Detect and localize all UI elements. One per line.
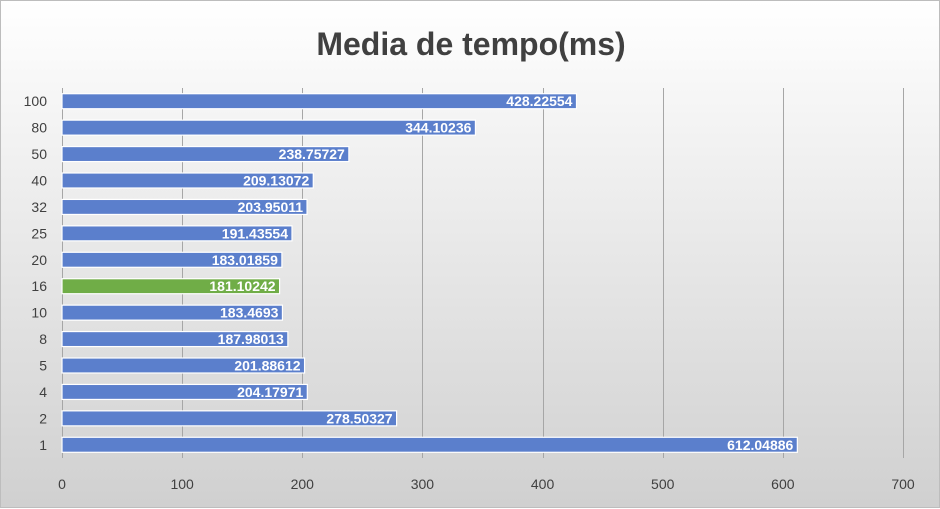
bars: 428.22554 344.10236 238.75727 209.13072 203.… [61, 93, 798, 453]
bar [61, 330, 289, 348]
bar [61, 357, 306, 374]
data-label: 183.01859 [212, 252, 278, 268]
data-label: 203.95011 [238, 199, 304, 215]
x-tick-label: 400 [531, 476, 555, 492]
bar [61, 198, 308, 216]
data-label: 183.4693 [220, 305, 279, 321]
bar [61, 93, 578, 110]
data-label: 344.10236 [405, 120, 471, 136]
y-tick-label: 10 [31, 305, 47, 321]
data-label: 278.50327 [326, 410, 392, 426]
x-tick-label: 200 [291, 476, 315, 492]
data-label: 238.75727 [279, 146, 345, 162]
category-axis: 100 80 50 40 32 25 20 16 10 8 5 4 2 1 [24, 93, 48, 453]
y-tick-label: 5 [39, 358, 47, 374]
bar [61, 119, 477, 136]
x-tick-label: 300 [411, 476, 435, 492]
y-tick-label: 16 [31, 278, 47, 294]
data-label: 204.17971 [237, 384, 303, 400]
data-label: 191.43554 [222, 225, 288, 241]
x-tick-label: 0 [58, 476, 66, 492]
y-tick-label: 2 [39, 410, 47, 426]
bar [61, 172, 314, 189]
y-tick-label: 25 [31, 225, 47, 241]
y-tick-label: 32 [31, 199, 47, 215]
x-tick-label: 600 [771, 476, 795, 492]
y-tick-label: 80 [31, 120, 47, 136]
bar [61, 304, 284, 321]
y-tick-label: 1 [39, 437, 47, 453]
value-axis: 0 100 200 300 400 500 600 700 [58, 476, 915, 492]
data-label: 181.10242 [209, 278, 275, 294]
y-tick-label: 4 [39, 384, 47, 400]
bar [61, 383, 308, 401]
bar [61, 278, 281, 295]
y-tick-label: 20 [31, 252, 47, 268]
data-label: 201.88612 [234, 358, 300, 374]
bar [61, 436, 798, 453]
data-label: 209.13072 [243, 173, 309, 189]
grid [62, 88, 904, 458]
data-label: 187.98013 [218, 331, 284, 347]
bar [61, 225, 293, 242]
x-tick-label: 100 [170, 476, 194, 492]
x-tick-label: 500 [651, 476, 675, 492]
y-tick-label: 40 [31, 173, 47, 189]
y-tick-label: 50 [31, 146, 47, 162]
data-label: 612.04886 [727, 437, 793, 453]
y-tick-label: 8 [39, 331, 47, 347]
chart-title: Media de tempo(ms) [316, 26, 625, 62]
x-tick-label: 700 [891, 476, 915, 492]
y-tick-label: 100 [24, 93, 48, 109]
data-label: 428.22554 [506, 93, 572, 109]
bar [61, 251, 283, 268]
bar [61, 145, 350, 163]
bar [61, 410, 398, 427]
